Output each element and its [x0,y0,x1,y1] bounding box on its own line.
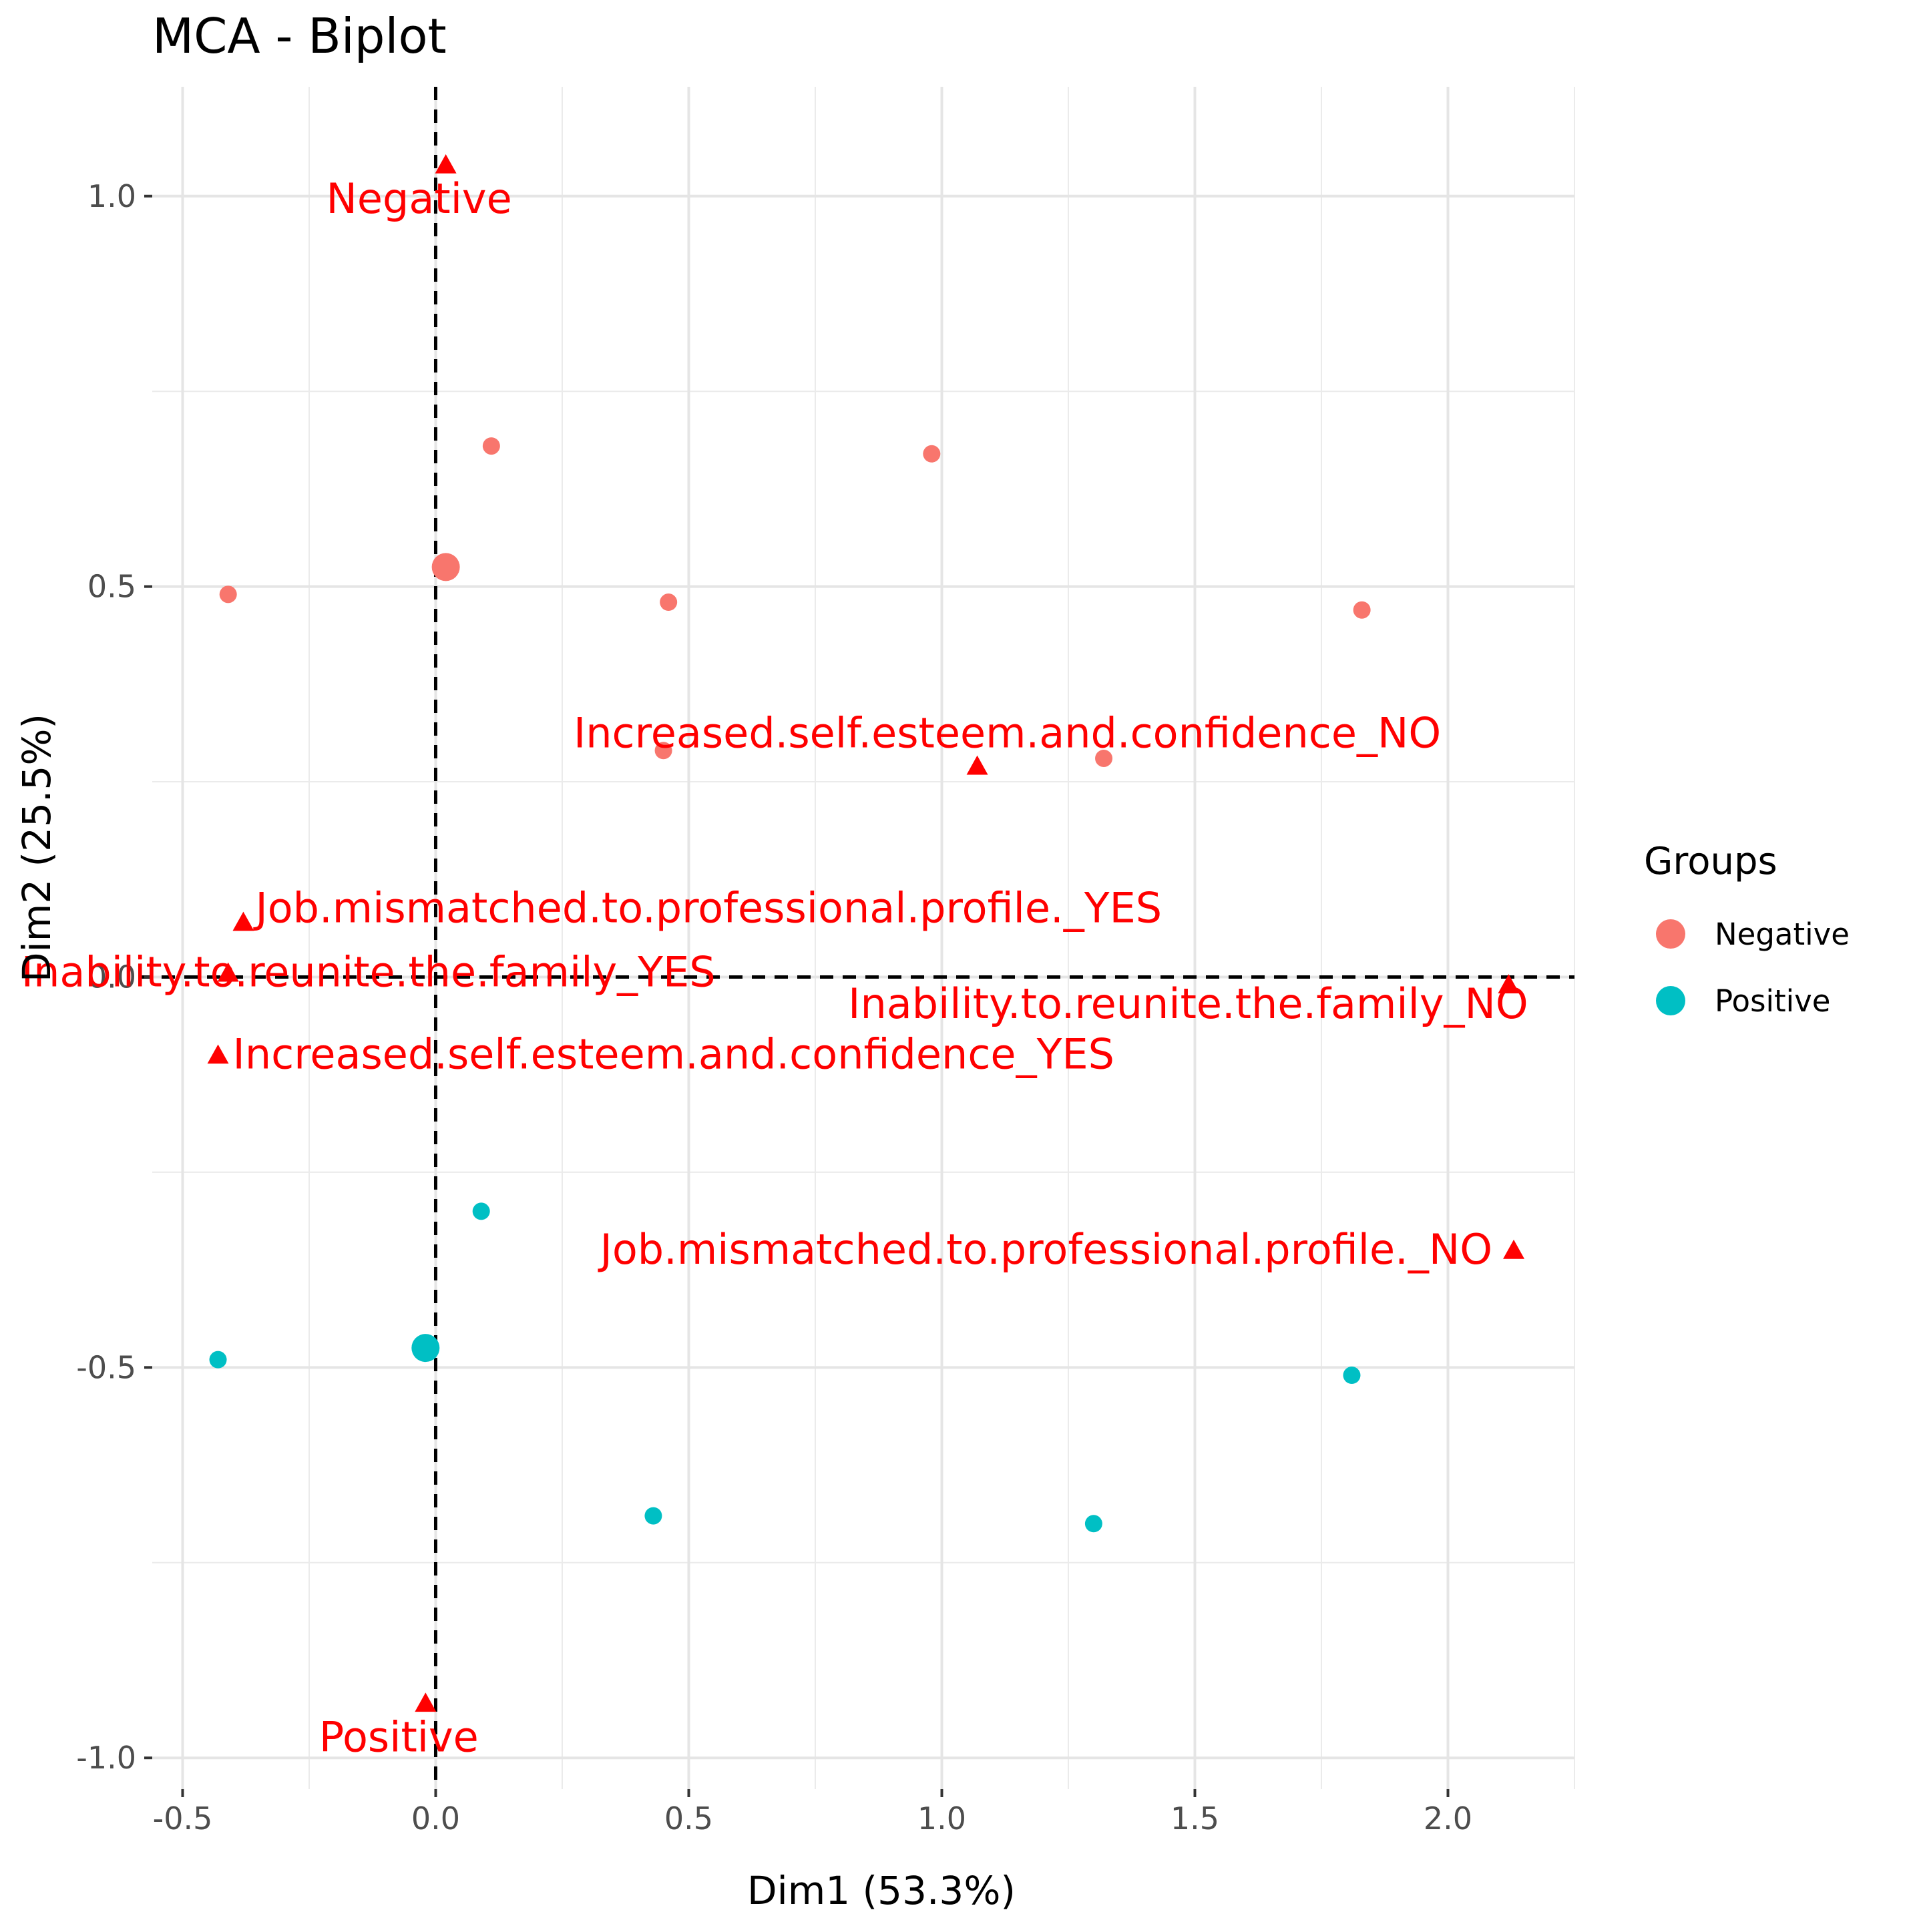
category-label: Positive [319,1712,479,1761]
category-markers [207,154,1525,1712]
category-label: Job.mismatched.to.professional.profile._… [252,884,1162,933]
category-label: Negative [327,174,512,223]
legend-dot-positive [1656,986,1685,1015]
category-marker [232,911,254,931]
point-positive [644,1507,662,1525]
x-tick-label: 1.0 [917,1800,966,1837]
category-label: Inability.to.reunite.the.family_YES [21,948,716,997]
legend-label-positive: Positive [1715,983,1831,1019]
x-tick-label: 2.0 [1424,1800,1472,1837]
y-tick-label: 0.5 [87,569,136,605]
legend-item-positive: Positive [1644,967,1850,1034]
point-positive [1343,1367,1361,1385]
category-marker [207,1044,229,1064]
point-negative [923,445,941,463]
y-tick-label: -1.0 [76,1740,136,1776]
x-tick-label: 0.0 [411,1800,460,1837]
point-negative [1353,601,1371,619]
category-marker [217,962,239,982]
grid-minor [152,87,1575,1789]
category-label: Inability.to.reunite.the.family_NO [848,979,1528,1028]
category-label: Job.mismatched.to.professional.profile._… [598,1225,1492,1274]
reference-lines [139,87,1574,1789]
point-positive [209,1351,227,1369]
category-marker [1503,1239,1525,1259]
category-labels: Negative Positive Increased.self.esteem.an… [21,174,1528,1761]
x-axis-title: Dim1 (53.3%) [747,1868,1016,1913]
centroid-positive [411,1334,440,1363]
category-marker [1498,974,1520,993]
legend-item-negative: Negative [1644,901,1850,967]
chart-title: MCA - Biplot [152,8,447,64]
y-tick-label: 0.0 [87,959,136,995]
y-tick-label: 1.0 [87,178,136,214]
category-marker [966,755,988,775]
y-axis-title: Dim2 (25.5%) [14,713,59,983]
point-negative [660,593,678,612]
data-points [209,437,1371,1533]
category-label: Increased.self.esteem.and.confidence_NO [574,709,1441,758]
category-marker [435,154,457,174]
axis-ticks: -0.5 0.0 0.5 1.0 1.5 2.0 -1.0 -0.5 0.0 0.5 1.0 [76,178,1472,1837]
point-negative [482,437,500,455]
grid-major [152,87,1574,1789]
centroid-negative [431,553,460,581]
point-negative [219,585,237,603]
legend-dot-negative [1656,919,1685,949]
legend-title: Groups [1644,840,1777,883]
legend: Groups Negative Positive [1644,840,1850,1034]
x-tick-label: -0.5 [153,1800,213,1837]
point-positive [1084,1515,1102,1533]
point-positive [472,1202,490,1220]
x-tick-label: 0.5 [664,1800,713,1837]
category-label: Increased.self.esteem.and.confidence_YES [233,1029,1114,1078]
legend-label-negative: Negative [1715,916,1850,952]
category-marker [415,1692,437,1712]
x-tick-label: 1.5 [1171,1800,1219,1837]
point-negative [1095,749,1113,767]
y-tick-label: -0.5 [76,1349,136,1385]
point-negative [654,742,672,760]
